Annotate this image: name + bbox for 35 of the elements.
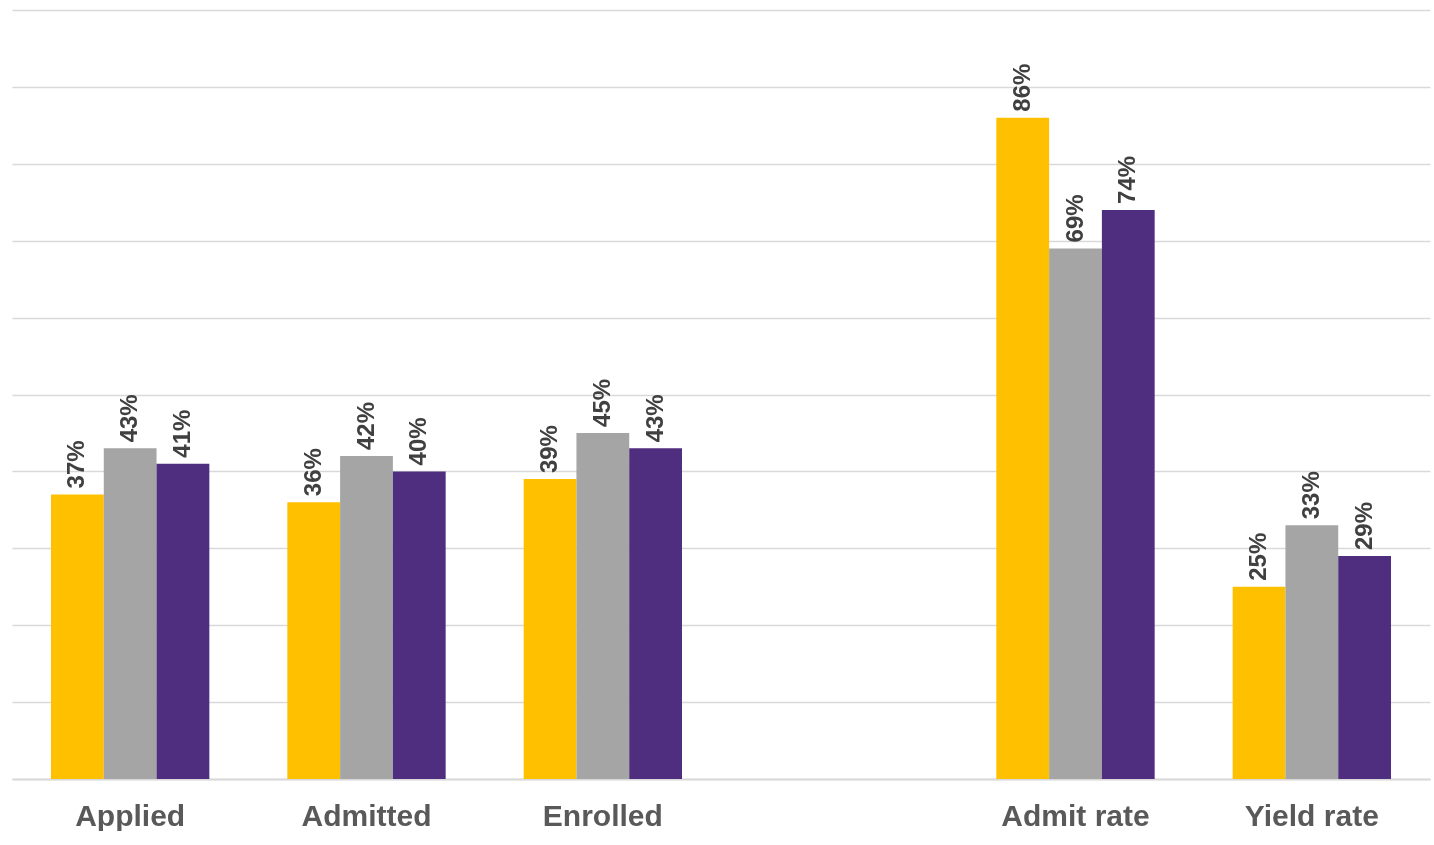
bar bbox=[287, 502, 341, 779]
data-label: 25% bbox=[1244, 532, 1272, 581]
bar bbox=[392, 471, 446, 779]
data-label: 29% bbox=[1349, 501, 1377, 550]
data-label: 40% bbox=[404, 417, 432, 466]
bar bbox=[103, 448, 157, 779]
data-label: 86% bbox=[1007, 63, 1035, 112]
bar bbox=[1101, 209, 1155, 779]
bar bbox=[1049, 248, 1102, 779]
data-label: 39% bbox=[535, 425, 563, 474]
x-tick-label: Applied bbox=[75, 798, 186, 832]
data-label: 36% bbox=[298, 448, 326, 497]
data-label: 41% bbox=[167, 409, 195, 458]
bar bbox=[1285, 525, 1339, 779]
bar bbox=[340, 456, 393, 779]
data-label: 43% bbox=[115, 394, 143, 443]
bar bbox=[51, 494, 104, 779]
bar bbox=[996, 117, 1050, 779]
data-label: 74% bbox=[1113, 155, 1141, 204]
data-label: 69% bbox=[1060, 194, 1088, 243]
bar bbox=[576, 432, 630, 779]
bar bbox=[523, 479, 577, 779]
data-label: 37% bbox=[62, 440, 90, 489]
x-tick-label: Admit rate bbox=[1001, 798, 1150, 832]
data-label: 45% bbox=[587, 378, 615, 427]
x-tick-label: Yield rate bbox=[1244, 798, 1379, 832]
x-tick-label: Enrolled bbox=[542, 798, 663, 832]
bar bbox=[1232, 586, 1286, 779]
bar bbox=[156, 463, 210, 779]
data-label: 43% bbox=[640, 394, 668, 443]
bar bbox=[629, 448, 683, 779]
data-label: 33% bbox=[1296, 471, 1324, 520]
bar bbox=[1338, 555, 1392, 779]
data-label: 42% bbox=[351, 401, 379, 451]
x-tick-label: Admitted bbox=[301, 798, 432, 832]
